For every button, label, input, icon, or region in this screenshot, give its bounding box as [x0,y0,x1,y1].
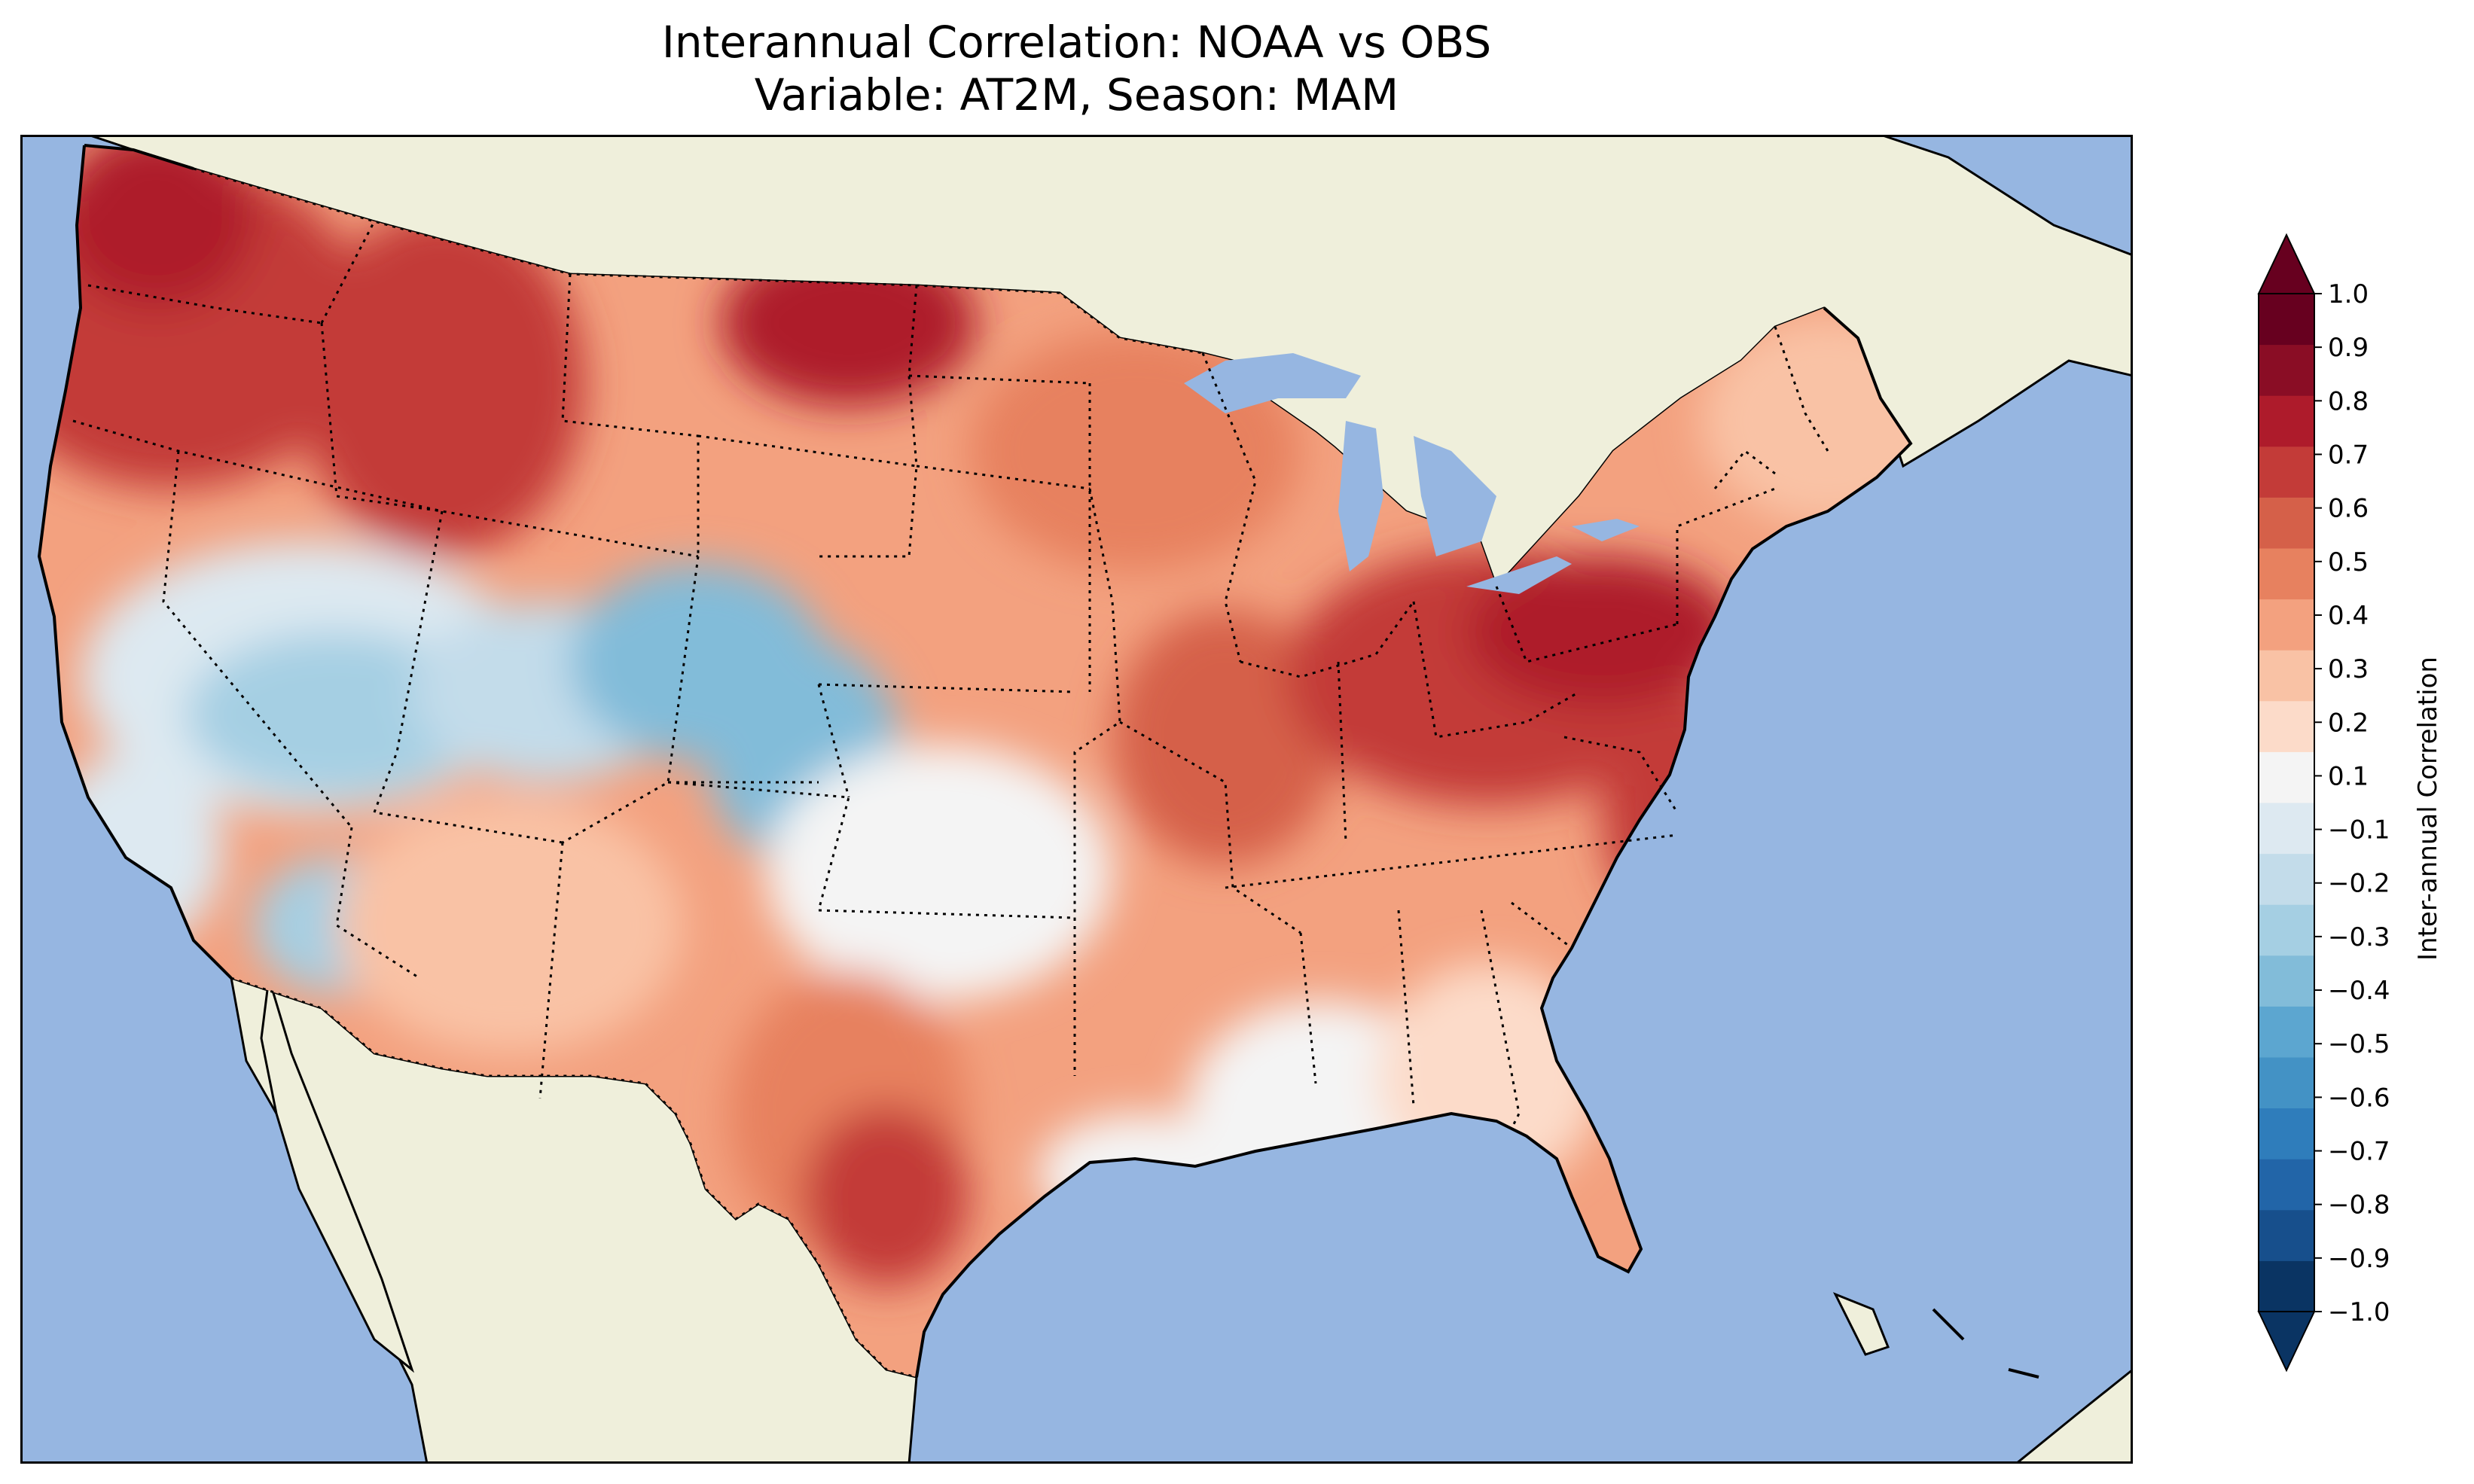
colorbar-tick-label: −0.9 [2328,1244,2390,1274]
colorbar-segment [2259,344,2314,396]
colorbar-tick-label: −0.2 [2328,869,2390,899]
colorbar-segment [2259,548,2314,600]
colorbar-tick-label: 0.1 [2328,761,2369,791]
colorbar-tick-label: −0.6 [2328,1083,2390,1113]
bahamas-islands-2 [2008,1368,2039,1379]
colorbar-segment [2259,1057,2314,1109]
lake-michigan [1338,421,1383,571]
colorbar-tick-label: −0.7 [2328,1137,2390,1167]
colorbar-svg: −1.0 −0.9 −0.8 −0.7 −0.6 −0.5 −0.4 −0.3 −0.2 −0.1… [2257,233,2390,1373]
colorbar-tick-label: −0.4 [2328,976,2390,1006]
plot-subtitle: Variable: AT2M, Season: MAM [754,69,1399,120]
state-borders [72,221,1829,1129]
colorbar: −1.0 −0.9 −0.8 −0.7 −0.6 −0.5 −0.4 −0.3 −0.2 −0.1… [2256,233,2399,1373]
colorbar-extend-max [2257,233,2316,294]
map-canvas [20,135,2133,1464]
colorbar-tick-label: 0.3 [2328,654,2369,684]
colorbar-tick-label: 0.7 [2328,440,2369,470]
colorbar-segment [2259,904,2314,956]
colorbar-tick-label: −1.0 [2328,1297,2390,1327]
colorbar-segment [2259,853,2314,905]
colorbar-tick-label: −0.8 [2328,1190,2390,1220]
colorbar-segment [2259,1260,2314,1312]
colorbar-segment [2259,497,2314,549]
colorbar-segment [2259,955,2314,1007]
cuba-island [1832,1292,1890,1356]
colorbar-segment [2259,446,2314,498]
lake-erie [1466,556,1572,594]
colorbar-tick-label: 0.9 [2328,333,2369,363]
bahamas-islands [1932,1308,1965,1341]
colorbar-segment [2259,1006,2314,1058]
correlation-map [20,135,2133,1464]
map-frame [20,135,2133,1464]
colorbar-tick-label: 0.2 [2328,708,2369,738]
coastline [37,144,1913,1378]
lake-huron [1414,436,1496,556]
lake-ontario [1572,519,1640,541]
colorbar-tick-label: 1.0 [2328,279,2369,309]
south-america-edge [2014,1368,2133,1464]
colorbar-tick-label: −0.5 [2328,1029,2390,1059]
colorbar-segment [2259,650,2314,702]
colorbar-segment [2259,1209,2314,1261]
colorbar-segment [2259,395,2314,447]
colorbar-segment [2259,751,2314,803]
colorbar-segment [2259,700,2314,752]
colorbar-tick-label: 0.8 [2328,386,2369,416]
lake-superior [1184,353,1361,413]
plot-title: Interannual Correlation: NOAA vs OBS [661,17,1492,68]
baja-peninsula [260,977,415,1373]
colorbar-segment [2259,294,2314,346]
colorbar-segment [2259,803,2314,855]
colorbar-tick-label: 0.5 [2328,547,2369,577]
colorbar-tick-label: −0.1 [2328,815,2390,846]
us-mexico-border [230,977,917,1379]
colorbar-label: Inter-annual Correlation [2413,657,2443,961]
colorbar-segment [2259,1108,2314,1159]
colorbar-tick-label: 0.4 [2328,601,2369,631]
colorbar-segment [2259,1159,2314,1211]
colorbar-tick-label: −0.3 [2328,922,2390,952]
colorbar-frame [2258,293,2315,1312]
colorbar-extend-min [2257,1311,2316,1373]
colorbar-segment [2259,599,2314,651]
colorbar-tick-label: 0.6 [2328,494,2369,524]
